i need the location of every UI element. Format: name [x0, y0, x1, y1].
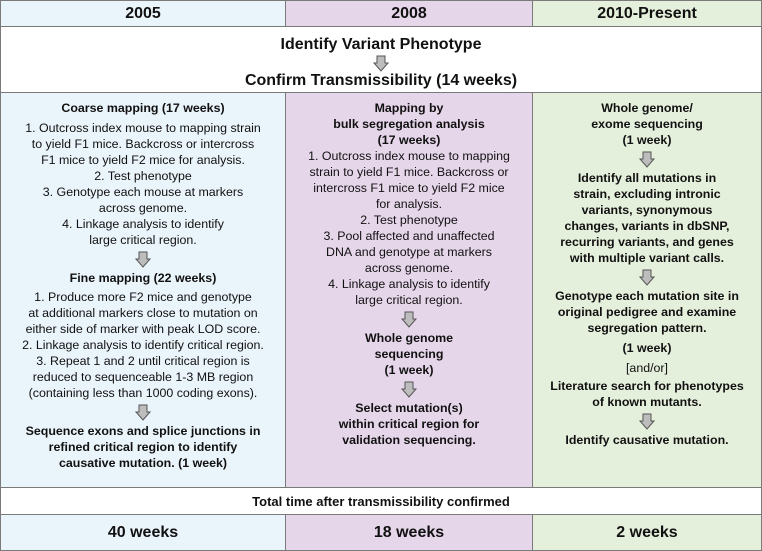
bsa-title-line: bulk segregation analysis [333, 117, 485, 131]
fine-step-line: 1. Produce more F2 mice and genotype [34, 290, 252, 304]
column-2010-present: Whole genome/ exome sequencing (1 week) … [532, 92, 762, 488]
shared-steps: Identify Variant Phenotype Confirm Trans… [0, 26, 762, 93]
identify-mutations-line: strain, excluding intronic [573, 187, 721, 201]
bsa-step-line: 3. Pool affected and unaffected [323, 229, 495, 243]
down-arrow-icon [639, 151, 655, 168]
confirm-transmissibility-text: Confirm Transmissibility (14 weeks) [244, 72, 518, 89]
fine-mapping-title: Fine mapping (22 weeks) [69, 271, 217, 285]
coarse-step-line: across genome. [98, 201, 188, 215]
bsa-title-line: Mapping by [374, 101, 444, 115]
fine-step-line: either side of marker with peak LOD scor… [25, 322, 261, 336]
total-2005: 40 weeks [0, 514, 286, 551]
total-2010-present: 2 weeks [532, 514, 762, 551]
identify-phenotype-text: Identify Variant Phenotype [280, 36, 482, 53]
coarse-step-line: to yield F1 mice. Backcross or intercros… [31, 137, 255, 151]
bsa-step-line: intercross F1 mice to yield F2 mice [313, 181, 505, 195]
select-mutation-line: Select mutation(s) [355, 401, 463, 415]
header-2010-present: 2010-Present [532, 0, 762, 27]
column-2008: Mapping by bulk segregation analysis (17… [285, 92, 533, 488]
bsa-step-line: large critical region. [355, 293, 463, 307]
wes-title-line: (1 week) [622, 133, 672, 147]
fine-step-line: 3. Repeat 1 and 2 until critical region … [36, 354, 250, 368]
and-or-text: [and/or] [625, 361, 669, 375]
genotype-site-line: original pedigree and examine [557, 305, 737, 319]
wgs-line: (1 week) [384, 363, 434, 377]
genotype-site-line: Genotype each mutation site in [555, 289, 739, 303]
identify-mutations-line: changes, variants in dbSNP, [564, 219, 730, 233]
fine-step-line: at additional markers close to mutation … [28, 306, 258, 320]
bsa-step-line: for analysis. [375, 197, 443, 211]
genotype-site-line: segregation pattern. [587, 321, 707, 335]
bsa-step-line: 1. Outcross index mouse to mapping [308, 149, 510, 163]
bsa-step-line: 4. Linkage analysis to identify [328, 277, 490, 291]
fine-step-line: (containing less than 1000 coding exons)… [28, 386, 258, 400]
sequence-exons-line: refined critical region to identify [48, 440, 238, 454]
coarse-step-line: 1. Outcross index mouse to mapping strai… [25, 121, 261, 135]
coarse-step-line: 4. Linkage analysis to identify [62, 217, 224, 231]
down-arrow-icon [401, 381, 417, 398]
coarse-step-line: 3. Genotype each mouse at markers [42, 185, 244, 199]
down-arrow-icon [373, 55, 389, 72]
down-arrow-icon [639, 413, 655, 430]
down-arrow-icon [135, 251, 151, 268]
bsa-step-line: across genome. [364, 261, 454, 275]
identify-mutations-line: with multiple variant calls. [569, 251, 725, 265]
identify-causative-text: Identify causative mutation. [565, 433, 729, 447]
identify-mutations-line: recurring variants, and genes [560, 235, 734, 249]
header-2008: 2008 [285, 0, 533, 27]
sequence-exons-line: causative mutation. (1 week) [58, 456, 228, 470]
fine-step-line: 2. Linkage analysis to identify critical… [22, 338, 264, 352]
total-2008: 18 weeks [285, 514, 533, 551]
fine-step-line: reduced to sequenceable 1-3 MB region [32, 370, 254, 384]
down-arrow-icon [639, 269, 655, 286]
column-2005: Coarse mapping (17 weeks) 1. Outcross in… [0, 92, 286, 488]
coarse-step-line: 2. Test phenotype [94, 169, 192, 183]
wgs-line: Whole genome [364, 331, 454, 345]
literature-line: Literature search for phenotypes [550, 379, 744, 393]
genotype-time: (1 week) [622, 341, 672, 355]
coarse-mapping-title: Coarse mapping (17 weeks) [61, 101, 225, 115]
coarse-step-line: large critical region. [89, 233, 197, 247]
wes-title-line: Whole genome/ [601, 101, 693, 115]
literature-line: of known mutants. [592, 395, 702, 409]
identify-mutations-line: variants, synonymous [581, 203, 713, 217]
bsa-step-line: DNA and genotype at markers [326, 245, 492, 259]
wes-title-line: exome sequencing [591, 117, 703, 131]
select-mutation-line: within critical region for [338, 417, 480, 431]
select-mutation-line: validation sequencing. [342, 433, 476, 447]
total-time-label: Total time after transmissibility confir… [0, 487, 762, 515]
wgs-line: sequencing [374, 347, 444, 361]
down-arrow-icon [135, 404, 151, 421]
sequence-exons-line: Sequence exons and splice junctions in [25, 424, 261, 438]
identify-mutations-line: Identify all mutations in [577, 171, 717, 185]
bsa-step-line: 2. Test phenotype [360, 213, 458, 227]
header-2005: 2005 [0, 0, 286, 27]
coarse-step-line: F1 mice to yield F2 mice for analysis. [41, 153, 245, 167]
down-arrow-icon [401, 311, 417, 328]
bsa-title-line: (17 weeks) [377, 133, 441, 147]
bsa-step-line: strain to yield F1 mice. Backcross or [309, 165, 509, 179]
